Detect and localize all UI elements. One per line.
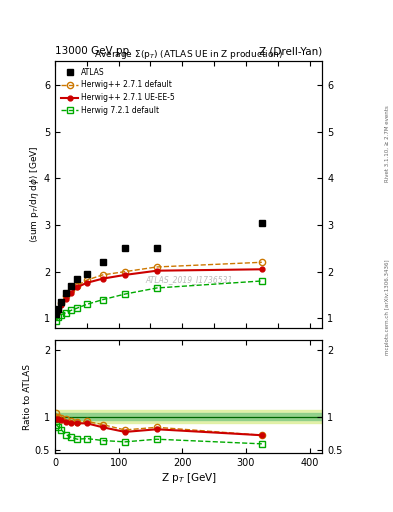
Text: Rivet 3.1.10, ≥ 2.7M events: Rivet 3.1.10, ≥ 2.7M events bbox=[385, 105, 389, 182]
Text: mcplots.cern.ch [arXiv:1306.3436]: mcplots.cern.ch [arXiv:1306.3436] bbox=[385, 260, 389, 355]
Text: Z (Drell-Yan): Z (Drell-Yan) bbox=[259, 46, 322, 56]
Legend: ATLAS, Herwig++ 2.7.1 default, Herwig++ 2.7.1 UE-EE-5, Herwig 7.2.1 default: ATLAS, Herwig++ 2.7.1 default, Herwig++ … bbox=[59, 65, 177, 117]
Title: Average $\Sigma$(p$_T$) (ATLAS UE in Z production): Average $\Sigma$(p$_T$) (ATLAS UE in Z p… bbox=[94, 48, 283, 61]
Text: 13000 GeV pp: 13000 GeV pp bbox=[55, 46, 129, 56]
X-axis label: Z p$_T$ [GeV]: Z p$_T$ [GeV] bbox=[161, 471, 217, 485]
Text: ATLAS_2019_I1736531: ATLAS_2019_I1736531 bbox=[145, 275, 232, 284]
Y-axis label: $\langle$sum p$_T$/d$\eta$ d$\phi$$\rangle$ [GeV]: $\langle$sum p$_T$/d$\eta$ d$\phi$$\rang… bbox=[28, 146, 41, 243]
Y-axis label: Ratio to ATLAS: Ratio to ATLAS bbox=[23, 364, 32, 430]
